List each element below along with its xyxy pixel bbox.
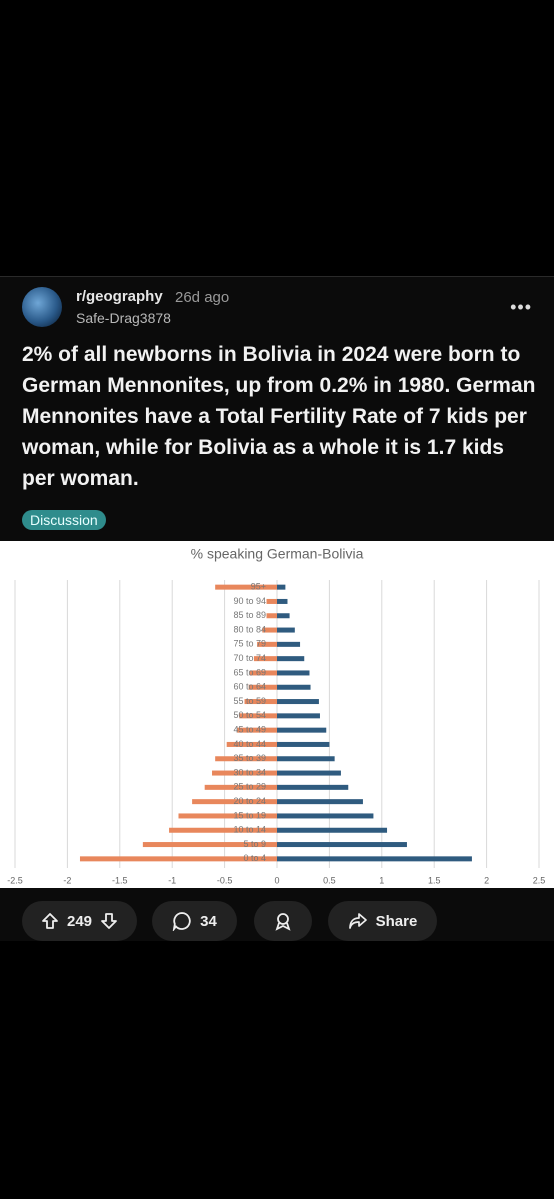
comment-icon xyxy=(172,912,191,931)
bar xyxy=(277,584,286,590)
x-tick-label: -1 xyxy=(168,875,176,885)
bar xyxy=(277,670,310,676)
subreddit[interactable]: r/geography xyxy=(76,288,163,305)
y-tick-label: 10 to 14 xyxy=(233,825,266,835)
bar xyxy=(277,784,349,790)
y-tick-label: 70 to 74 xyxy=(233,653,266,663)
post-title: 2% of all newborns in Bolivia in 2024 we… xyxy=(22,343,536,490)
bar xyxy=(215,756,277,762)
y-tick-label: 40 to 44 xyxy=(233,739,266,749)
bar xyxy=(169,827,277,833)
y-tick-label: 5 to 9 xyxy=(243,839,266,849)
post-time: 26d ago xyxy=(175,289,230,306)
y-tick-label: 25 to 29 xyxy=(233,782,266,792)
y-tick-label: 65 to 69 xyxy=(233,667,266,677)
y-tick-label: 90 to 94 xyxy=(233,596,266,606)
y-tick-label: 30 to 34 xyxy=(233,767,266,777)
y-tick-label: 55 to 59 xyxy=(233,696,266,706)
bar xyxy=(277,641,301,647)
bar xyxy=(248,684,277,690)
more-menu[interactable]: ••• xyxy=(510,297,532,317)
upvote-count: 249 xyxy=(66,912,93,930)
y-tick-label: 35 to 39 xyxy=(233,753,266,763)
y-tick-label: 15 to 19 xyxy=(233,810,266,820)
y-tick-label: 75 to 79 xyxy=(233,639,266,649)
chart: % speaking German-Bolivia -2.5 -2 -1.5 -1 -0… xyxy=(0,541,554,888)
y-tick-label: 50 to 54 xyxy=(233,710,266,720)
bar xyxy=(277,856,472,862)
bar xyxy=(277,770,341,776)
bar xyxy=(253,656,277,662)
bar xyxy=(277,713,320,719)
bar xyxy=(142,842,277,848)
share-label: Share xyxy=(375,912,418,930)
x-tick-label: -1.5 xyxy=(112,875,128,885)
bar xyxy=(277,842,407,848)
bar xyxy=(192,799,277,805)
y-tick-label: 45 to 49 xyxy=(233,725,266,735)
x-tick-label: 2 xyxy=(484,875,489,885)
post-card[interactable]: r/geography 26d ago Safe-Drag3878 ••• 2%… xyxy=(0,276,554,941)
bar xyxy=(277,613,290,619)
y-tick-label: 95+ xyxy=(251,582,266,592)
bar xyxy=(244,699,277,705)
x-tick-label: 1.5 xyxy=(428,875,441,885)
bar xyxy=(277,741,330,747)
bar xyxy=(277,756,335,762)
x-tick-label: -2.5 xyxy=(7,875,23,885)
y-tick-label: 85 to 89 xyxy=(233,610,266,620)
bar xyxy=(249,670,277,676)
x-tick-label: 1 xyxy=(379,875,384,885)
bar xyxy=(204,784,277,790)
x-tick-label: 0.5 xyxy=(323,875,336,885)
author[interactable]: Safe-Drag3878 xyxy=(76,310,171,326)
flair[interactable]: Discussion xyxy=(22,510,106,530)
x-tick-label: -0.5 xyxy=(217,875,233,885)
vote-button[interactable]: 249 xyxy=(22,901,137,941)
bar xyxy=(237,727,277,733)
y-tick-label: 60 to 64 xyxy=(233,682,266,692)
bar xyxy=(178,813,277,819)
bar xyxy=(277,627,295,633)
upvote-icon[interactable] xyxy=(41,912,59,930)
x-tick-label: -2 xyxy=(63,875,71,885)
avatar[interactable] xyxy=(22,287,62,327)
y-tick-label: 0 to 4 xyxy=(243,853,266,863)
bar xyxy=(277,699,319,705)
bar xyxy=(266,613,277,619)
bar xyxy=(212,770,277,776)
bar xyxy=(226,741,277,747)
bar xyxy=(277,684,311,690)
bar xyxy=(277,656,305,662)
bar xyxy=(79,856,277,862)
award-icon xyxy=(275,913,291,931)
x-tick-label: 2.5 xyxy=(533,875,546,885)
comment-count: 34 xyxy=(200,912,217,930)
bar xyxy=(277,598,288,604)
comments-button[interactable]: 34 xyxy=(152,901,237,941)
bar xyxy=(277,827,388,833)
award-button[interactable] xyxy=(254,901,312,941)
share-icon xyxy=(348,913,367,929)
bar xyxy=(215,584,277,590)
bar xyxy=(277,799,363,805)
downvote-icon[interactable] xyxy=(100,912,118,930)
bar xyxy=(257,641,277,647)
bar xyxy=(262,627,277,633)
share-button[interactable]: Share xyxy=(328,901,437,941)
bar xyxy=(277,813,374,819)
y-tick-label: 80 to 84 xyxy=(233,624,266,634)
bar xyxy=(277,727,327,733)
x-tick-label: 0 xyxy=(274,875,279,885)
chart-title: % speaking German-Bolivia xyxy=(191,546,364,562)
bar xyxy=(239,713,277,719)
y-tick-label: 20 to 24 xyxy=(233,796,266,806)
bar xyxy=(266,598,277,604)
